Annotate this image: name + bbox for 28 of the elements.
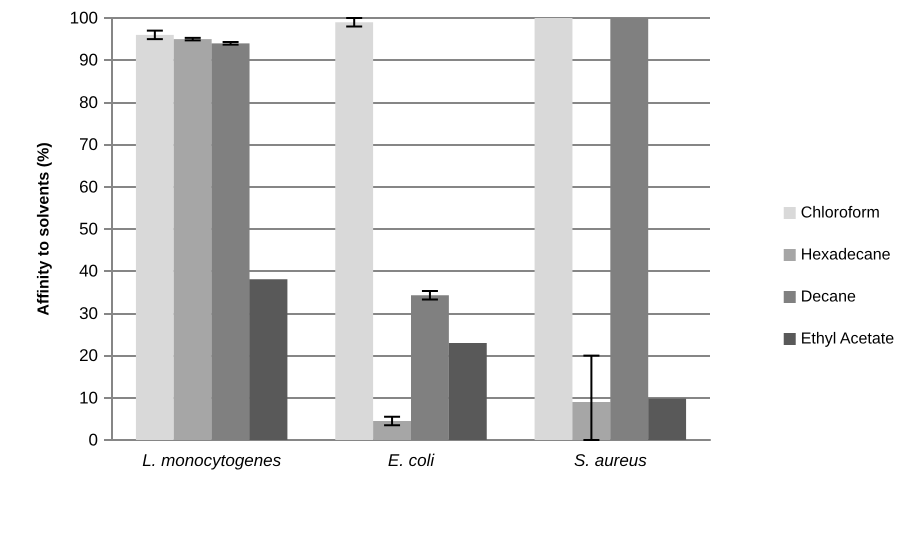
legend-label: Hexadecane (800, 246, 891, 264)
bar (373, 421, 411, 440)
y-axis-title: Affinity to solvents (%) (36, 142, 52, 316)
y-tick-label: 0 (88, 430, 98, 450)
legend-label: Ethyl Acetate (800, 330, 894, 348)
y-tick-label: 70 (79, 135, 98, 154)
bar (648, 398, 686, 440)
y-tick-label: 50 (79, 220, 98, 238)
y-tick-label: 10 (79, 388, 98, 408)
x-tick-label: L. monocytogenes (142, 451, 282, 470)
y-tick-label: 100 (70, 8, 98, 28)
y-tick-label: 90 (79, 50, 98, 70)
bar (136, 34, 174, 440)
x-tick-label: E. coli (388, 451, 436, 470)
y-tick-label: 40 (79, 262, 98, 281)
legend-label: Chloroform (800, 204, 880, 222)
bar (174, 39, 212, 440)
y-tick-label: 60 (79, 177, 98, 196)
y-tick-label: 20 (79, 346, 98, 366)
x-tick-label: S. aureus (574, 451, 648, 470)
y-tick-label: 30 (79, 304, 98, 323)
bar (534, 18, 572, 440)
bar (572, 402, 610, 440)
legend-label: Decane (800, 288, 856, 306)
bar (250, 279, 288, 440)
bar (448, 342, 487, 440)
y-tick-label: 80 (79, 92, 98, 112)
bar (335, 22, 374, 440)
